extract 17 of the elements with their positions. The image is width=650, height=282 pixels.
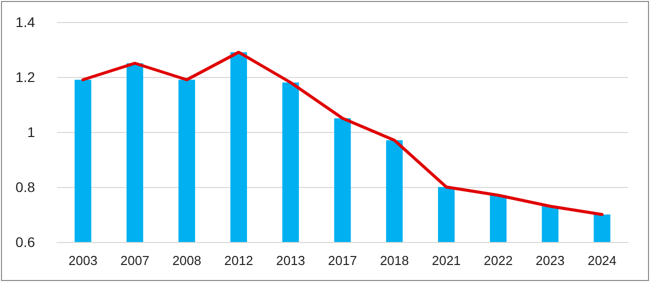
x-tick-label: 2013 xyxy=(276,253,306,268)
line-series xyxy=(81,50,604,216)
y-tick-label: 1.2 xyxy=(16,69,36,85)
x-tick-label: 2023 xyxy=(536,253,565,268)
x-tick-label: 2018 xyxy=(380,253,409,268)
x-tick-label: 2003 xyxy=(68,253,98,268)
y-tick-label: 1 xyxy=(27,124,36,140)
y-tick-label: 0.8 xyxy=(16,179,36,195)
x-tick-label: 2017 xyxy=(328,253,357,268)
y-tick-label: 1.4 xyxy=(16,14,36,30)
y-tick-label: 0.6 xyxy=(16,234,36,250)
x-tick-label: 2008 xyxy=(172,253,202,268)
x-tick-label: 2012 xyxy=(224,253,254,268)
x-tick-label: 2022 xyxy=(484,253,513,268)
x-tick-label: 2024 xyxy=(588,253,617,268)
x-tick-label: 2007 xyxy=(120,253,150,268)
x-tick-label: 2021 xyxy=(432,253,461,268)
